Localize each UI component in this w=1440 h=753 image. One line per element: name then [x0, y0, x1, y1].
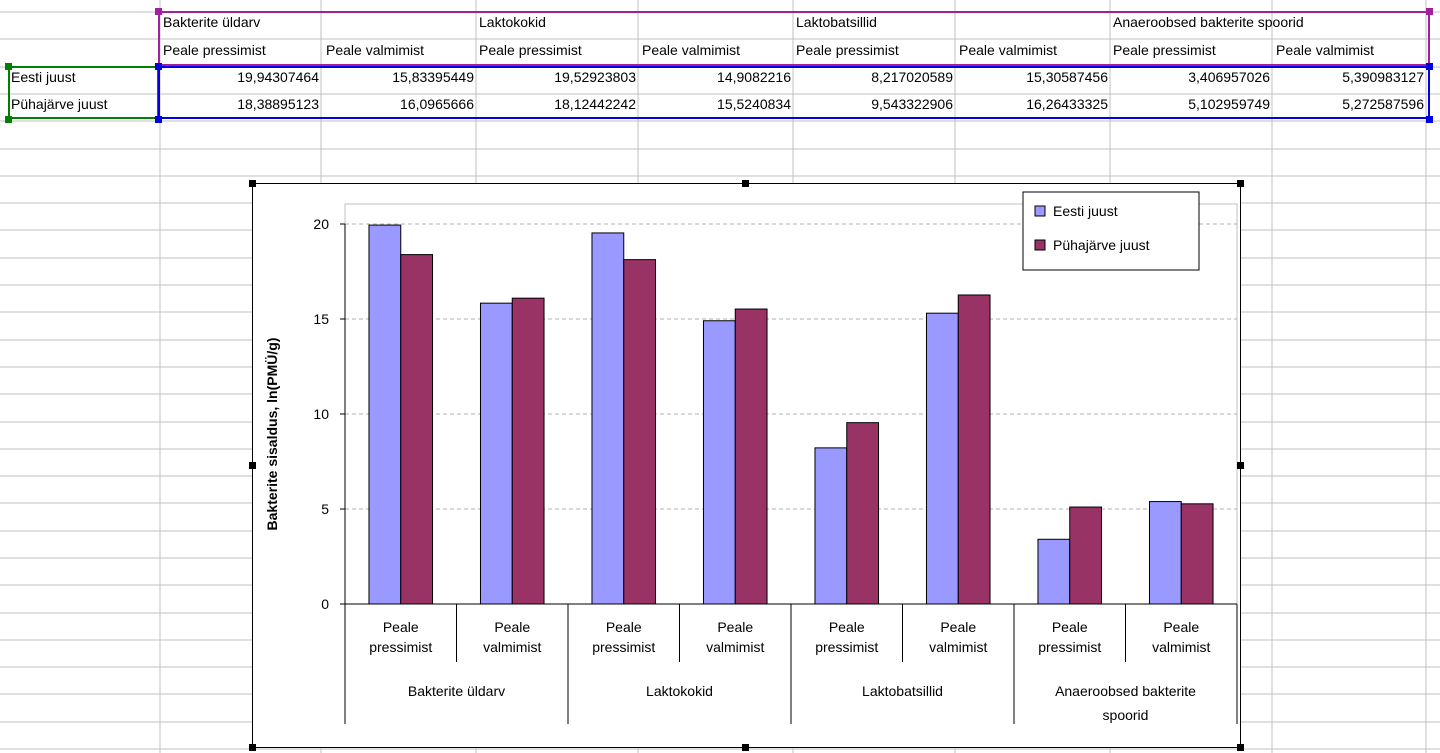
x-tick-label: Peale — [383, 619, 419, 635]
bar — [368, 224, 402, 605]
bar — [846, 422, 880, 605]
bar — [1180, 503, 1214, 605]
range-handle[interactable] — [155, 63, 162, 70]
bar — [511, 297, 545, 605]
y-tick-label: 0 — [321, 596, 329, 612]
group-header-cell[interactable]: Bakterite üldarv — [163, 14, 261, 30]
bar — [400, 254, 434, 605]
sub-header-cell[interactable]: Peale valmimist — [1276, 42, 1375, 58]
chart-resize-handle[interactable] — [742, 180, 749, 187]
x-tick-label: Peale — [1052, 619, 1088, 635]
chart-resize-handle[interactable] — [1237, 180, 1244, 187]
x-tick-label: Peale — [494, 619, 530, 635]
x-tick-label: pressimist — [815, 639, 878, 655]
x-tick-label: valmimist — [706, 639, 764, 655]
sub-header-cell[interactable]: Peale valmimist — [642, 42, 741, 58]
legend-label: Pühajärve juust — [1053, 237, 1150, 253]
value-cell[interactable]: 3,406957026 — [1188, 69, 1270, 85]
chart-resize-handle[interactable] — [1237, 462, 1244, 469]
value-cell[interactable]: 15,5240834 — [717, 96, 791, 112]
y-tick-label: 10 — [313, 406, 329, 422]
group-header-cell[interactable]: Anaeroobsed bakterite spoorid — [1113, 14, 1304, 30]
value-cell[interactable]: 5,390983127 — [1342, 69, 1424, 85]
range-handle[interactable] — [155, 8, 162, 15]
value-cell[interactable]: 5,102959749 — [1188, 96, 1270, 112]
x-tick-label: valmimist — [1152, 639, 1210, 655]
x-tick-label: pressimist — [592, 639, 655, 655]
range-handle[interactable] — [1426, 116, 1433, 123]
chart-resize-handle[interactable] — [249, 744, 256, 751]
y-tick-label: 20 — [313, 216, 329, 232]
bar — [623, 259, 657, 605]
x-tick-label: Peale — [717, 619, 753, 635]
x-tick-label: valmimist — [929, 639, 987, 655]
value-cell[interactable]: 9,543322906 — [871, 96, 953, 112]
x-tick-label: Peale — [606, 619, 642, 635]
legend-label: Eesti juust — [1053, 203, 1118, 219]
sub-header-cell[interactable]: Peale pressimist — [796, 42, 899, 58]
value-cell[interactable]: 16,0965666 — [400, 96, 474, 112]
bar — [1037, 538, 1071, 605]
bar — [591, 232, 625, 605]
value-cell[interactable]: 5,272587596 — [1342, 96, 1424, 112]
value-cell[interactable]: 15,30587456 — [1026, 69, 1108, 85]
chart-resize-handle[interactable] — [742, 744, 749, 751]
row-label-cell[interactable]: Eesti juust — [11, 69, 76, 85]
x-group-label: Laktokokid — [646, 683, 713, 699]
value-cell[interactable]: 15,83395449 — [392, 69, 474, 85]
x-tick-label: Peale — [940, 619, 976, 635]
group-header-cell[interactable]: Laktokokid — [479, 14, 546, 30]
x-tick-label: pressimist — [369, 639, 432, 655]
row-label-cell[interactable]: Pühajärve juust — [11, 96, 108, 112]
bar — [1148, 501, 1182, 605]
bar — [734, 308, 768, 605]
bar — [814, 447, 848, 605]
bar — [957, 294, 991, 605]
group-header-cell[interactable]: Laktobatsillid — [796, 14, 877, 30]
chart-resize-handle[interactable] — [249, 180, 256, 187]
bar — [925, 312, 959, 605]
legend[interactable]: Eesti juust Pühajärve juust — [1022, 191, 1200, 271]
sub-header-cell[interactable]: Peale pressimist — [163, 42, 266, 58]
value-cell[interactable]: 18,38895123 — [237, 96, 319, 112]
value-cell[interactable]: 19,94307464 — [237, 69, 319, 85]
range-handle[interactable] — [5, 116, 12, 123]
value-cell[interactable]: 8,217020589 — [871, 69, 953, 85]
chart-resize-handle[interactable] — [1237, 744, 1244, 751]
chart-object[interactable]: 0 5 10 15 20 Peale pressimist Peale valmimist Pe… — [252, 183, 1241, 748]
value-cell[interactable]: 14,9082216 — [717, 69, 791, 85]
bar — [479, 302, 513, 605]
range-handle[interactable] — [1426, 63, 1433, 70]
x-group-label: spoorid — [1103, 707, 1149, 723]
x-tick-label: pressimist — [1038, 639, 1101, 655]
sub-header-cell[interactable]: Peale pressimist — [1113, 42, 1216, 58]
y-tick-label: 15 — [313, 311, 329, 327]
range-handle[interactable] — [1426, 8, 1433, 15]
x-tick-label: Peale — [829, 619, 865, 635]
bar-chart: 0 5 10 15 20 Peale pressimist Peale valmimist Pe… — [264, 191, 1238, 724]
x-group-label: Laktobatsillid — [862, 683, 943, 699]
value-cell[interactable]: 19,52923803 — [554, 69, 636, 85]
x-group-label: Bakterite üldarv — [408, 683, 505, 699]
bar — [1069, 506, 1103, 605]
sub-header-cell[interactable]: Peale valmimist — [959, 42, 1058, 58]
range-handle[interactable] — [155, 116, 162, 123]
legend-swatch — [1034, 205, 1046, 217]
value-cell[interactable]: 18,12442242 — [554, 96, 636, 112]
y-tick-label: 5 — [321, 501, 329, 517]
x-tick-label: valmimist — [483, 639, 541, 655]
x-tick-label: Peale — [1163, 619, 1199, 635]
legend-swatch — [1034, 239, 1046, 251]
chart-resize-handle[interactable] — [249, 462, 256, 469]
x-group-label: Anaeroobsed bakterite — [1055, 683, 1196, 699]
bar — [702, 320, 736, 605]
y-axis-title: Bakterite sisaldus, ln(PMÜ/g) — [264, 338, 280, 531]
sub-header-cell[interactable]: Peale valmimist — [326, 42, 425, 58]
value-cell[interactable]: 16,26433325 — [1026, 96, 1108, 112]
sub-header-cell[interactable]: Peale pressimist — [479, 42, 582, 58]
range-handle[interactable] — [5, 63, 12, 70]
